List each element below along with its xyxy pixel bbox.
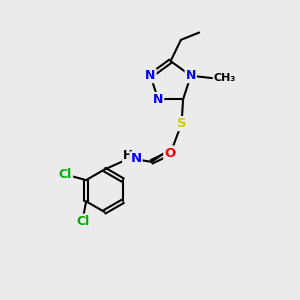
Text: N: N (153, 93, 163, 106)
Text: N: N (145, 69, 156, 82)
Text: Cl: Cl (76, 214, 90, 227)
Text: S: S (177, 117, 186, 130)
Text: H: H (123, 149, 133, 163)
Text: N: N (130, 152, 142, 165)
Text: O: O (164, 146, 176, 160)
Text: Cl: Cl (59, 168, 72, 181)
Text: N: N (186, 69, 196, 82)
Text: CH₃: CH₃ (213, 73, 236, 83)
